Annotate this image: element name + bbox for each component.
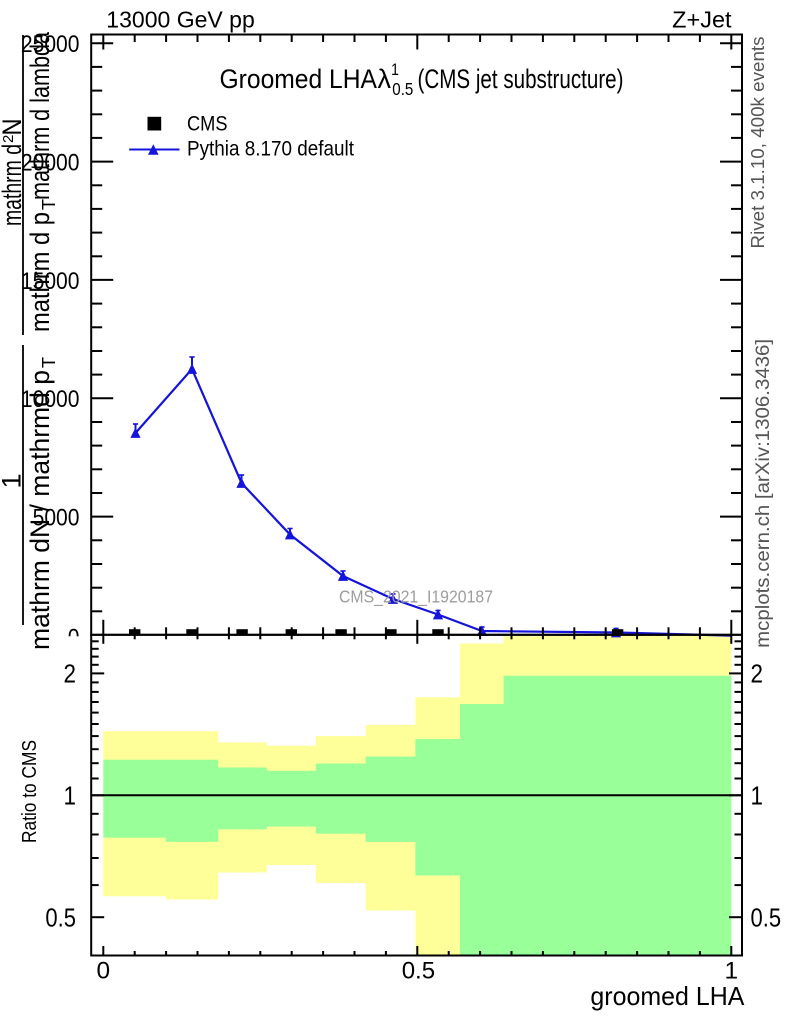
svg-text:15000: 15000 xyxy=(21,268,80,295)
svg-text:25000: 25000 xyxy=(21,31,80,58)
svg-text:0.5: 0.5 xyxy=(392,79,413,99)
svg-text:Z+Jet: Z+Jet xyxy=(672,6,732,32)
svg-text:(CMS jet substructure): (CMS jet substructure) xyxy=(418,64,624,94)
svg-text:λ: λ xyxy=(378,64,392,94)
svg-text:mathrm d p: mathrm d p xyxy=(25,212,55,332)
svg-text:N: N xyxy=(0,119,27,136)
svg-text:mathrm dN / mathrmd p: mathrm dN / mathrmd p xyxy=(25,370,55,650)
svg-text:mathrm d: mathrm d xyxy=(0,144,27,226)
svg-text:2: 2 xyxy=(751,659,764,689)
svg-text:5000: 5000 xyxy=(33,504,80,531)
svg-text:0.5: 0.5 xyxy=(751,903,782,933)
svg-text:CMS_2021_I1920187: CMS_2021_I1920187 xyxy=(339,587,493,608)
svg-text:13000 GeV pp: 13000 GeV pp xyxy=(106,6,255,32)
svg-text:Pythia 8.170 default: Pythia 8.170 default xyxy=(187,138,354,161)
svg-text:0: 0 xyxy=(97,958,111,985)
svg-text:2: 2 xyxy=(0,135,17,143)
svg-text:1: 1 xyxy=(391,61,399,79)
svg-text:T: T xyxy=(39,357,59,368)
svg-text:0.5: 0.5 xyxy=(402,958,435,985)
svg-text:1: 1 xyxy=(64,781,77,811)
svg-text:mcplots.cern.ch [arXiv:1306.34: mcplots.cern.ch [arXiv:1306.3436] xyxy=(753,339,774,648)
svg-text:1: 1 xyxy=(725,958,739,985)
svg-text:20000: 20000 xyxy=(21,149,80,176)
svg-text:Ratio to CMS: Ratio to CMS xyxy=(19,740,41,843)
svg-text:1: 1 xyxy=(0,473,27,488)
svg-text:Rivet 3.1.10, 400k events: Rivet 3.1.10, 400k events xyxy=(748,36,768,248)
svg-text:1: 1 xyxy=(751,781,764,811)
svg-text:groomed LHA: groomed LHA xyxy=(590,981,745,1011)
svg-text:2: 2 xyxy=(64,659,77,689)
svg-text:0.5: 0.5 xyxy=(45,903,76,933)
svg-text:T: T xyxy=(39,199,59,210)
svg-text:CMS: CMS xyxy=(187,113,228,136)
svg-text:10000: 10000 xyxy=(21,386,80,413)
svg-text:Groomed LHA: Groomed LHA xyxy=(220,64,378,94)
svg-text:mathrm d lambda: mathrm d lambda xyxy=(25,31,55,200)
